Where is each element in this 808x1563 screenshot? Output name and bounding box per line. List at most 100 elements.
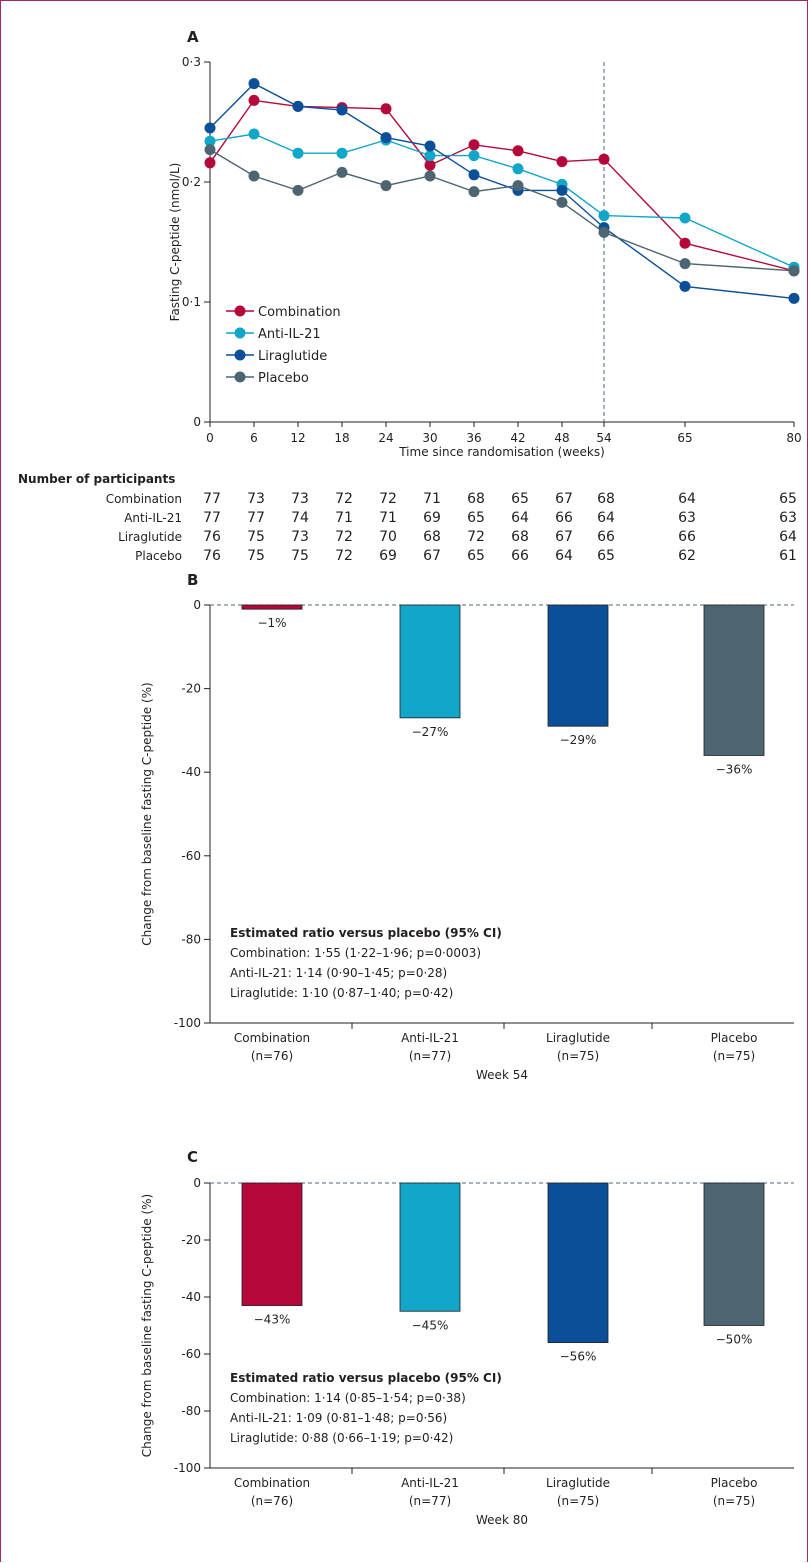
participants-cell: 75 — [291, 548, 309, 564]
bar-value-label: −1% — [257, 616, 286, 630]
y-tick-label-c: 0 — [193, 1176, 201, 1190]
participants-cell: 74 — [291, 510, 309, 526]
participants-cell: 67 — [423, 548, 441, 564]
data-point-anti-il-21 — [336, 147, 348, 159]
participants-cell: 66 — [511, 548, 529, 564]
data-point-anti-il-21 — [424, 150, 436, 162]
data-point-liraglutide — [248, 78, 260, 90]
x-axis-title-a: Time since randomisation (weeks) — [398, 445, 605, 459]
data-point-combination — [380, 103, 392, 115]
bar-value-label: −43% — [254, 1313, 291, 1327]
bar-value-label: −27% — [412, 725, 449, 739]
participants-cell: 66 — [555, 510, 573, 526]
x-tick-label-a: 80 — [786, 431, 801, 445]
y-tick-label-b: -40 — [181, 765, 201, 779]
data-point-combination — [512, 145, 524, 157]
participants-cell: 75 — [247, 548, 265, 564]
legend-marker — [234, 305, 246, 317]
participants-cell: 75 — [247, 529, 265, 545]
y-tick-label-b: -80 — [181, 932, 201, 946]
category-n-label: (n=76) — [251, 1049, 293, 1063]
category-n-label: (n=75) — [557, 1049, 599, 1063]
participants-cell: 77 — [247, 510, 265, 526]
y-tick-label-a: 0 — [193, 415, 201, 429]
y-axis-title-a: Fasting C-peptide (nmol/L) — [168, 163, 182, 322]
participants-cell: 64 — [555, 548, 573, 564]
data-point-anti-il-21 — [204, 135, 216, 147]
participants-cell: 62 — [678, 548, 696, 564]
data-point-combination — [679, 237, 691, 249]
ratio-annotation-title: Estimated ratio versus placebo (95% CI) — [230, 926, 502, 940]
y-tick-label-a: 0·2 — [182, 175, 201, 189]
data-point-placebo — [556, 196, 568, 208]
legend-marker — [234, 327, 246, 339]
category-n-label: (n=75) — [713, 1494, 755, 1508]
participants-cell: 66 — [678, 529, 696, 545]
y-axis-title-b: Change from baseline fasting C-peptide (… — [140, 682, 154, 945]
data-point-anti-il-21 — [248, 128, 260, 140]
y-tick-label-c: -20 — [181, 1233, 201, 1247]
ratio-annotation-line: Liraglutide: 0·88 (0·66–1·19; p=0·42) — [230, 1431, 453, 1445]
x-tick-label-a: 42 — [510, 431, 525, 445]
series-line-anti-il-21 — [209, 133, 795, 268]
data-point-liraglutide — [556, 184, 568, 196]
data-point-combination — [598, 153, 610, 165]
bar-placebo — [703, 604, 765, 756]
x-tick-label-a: 0 — [206, 431, 214, 445]
y-tick-label-a: 0·1 — [182, 295, 201, 309]
category-label: Anti-IL-21 — [401, 1031, 459, 1045]
participants-cell: 64 — [597, 510, 615, 526]
participants-cell: 69 — [423, 510, 441, 526]
data-point-placebo — [204, 144, 216, 156]
participants-cell: 68 — [423, 529, 441, 545]
category-n-label: (n=75) — [713, 1049, 755, 1063]
bar-value-label: −29% — [560, 733, 597, 747]
participants-cell: 72 — [335, 548, 353, 564]
participants-cell: 65 — [511, 491, 529, 507]
bar-value-label: −36% — [716, 762, 753, 776]
category-n-label: (n=77) — [409, 1049, 451, 1063]
category-label: Anti-IL-21 — [401, 1476, 459, 1490]
category-n-label: (n=77) — [409, 1494, 451, 1508]
data-point-placebo — [248, 170, 260, 182]
panel-label-b: B — [187, 571, 198, 589]
participants-row-label: Anti-IL-21 — [124, 511, 182, 525]
category-label: Combination — [234, 1476, 310, 1490]
bar-anti-il-21 — [399, 604, 461, 719]
category-label: Liraglutide — [546, 1031, 610, 1045]
data-point-placebo — [512, 180, 524, 192]
participants-cell: 72 — [467, 529, 485, 545]
data-point-liraglutide — [468, 169, 480, 181]
category-label: Combination — [234, 1031, 310, 1045]
legend-label: Combination — [258, 305, 341, 320]
participants-title: Number of participants — [18, 472, 175, 486]
participants-cell: 63 — [678, 510, 696, 526]
data-point-liraglutide — [424, 140, 436, 152]
participants-row-label: Placebo — [135, 549, 182, 563]
panel-b-chart: B 0 -20 -40 -60 -80 -100 −1% Combination (n=76) −2… — [140, 571, 794, 1082]
participants-cell: 64 — [779, 529, 797, 545]
data-point-liraglutide — [292, 100, 304, 112]
data-point-placebo — [679, 258, 691, 270]
data-point-anti-il-21 — [598, 210, 610, 222]
participants-cell: 65 — [467, 510, 485, 526]
bar-anti-il-21 — [399, 1182, 461, 1312]
participants-cell: 65 — [597, 548, 615, 564]
bar-placebo — [703, 1182, 765, 1326]
participants-cell: 67 — [555, 529, 573, 545]
y-tick-label-b: -60 — [181, 849, 201, 863]
bar-combination — [241, 604, 303, 610]
data-point-anti-il-21 — [292, 147, 304, 159]
participants-cell: 67 — [555, 491, 573, 507]
participants-cell: 71 — [379, 510, 397, 526]
participants-cell: 61 — [779, 548, 797, 564]
data-point-liraglutide — [788, 292, 800, 304]
category-label: Placebo — [711, 1476, 758, 1490]
legend-label: Placebo — [258, 371, 309, 386]
category-n-label: (n=75) — [557, 1494, 599, 1508]
ratio-annotation-line: Combination: 1·55 (1·22–1·96; p=0·0003) — [230, 946, 481, 960]
data-point-combination — [204, 157, 216, 169]
participants-cell: 77 — [203, 491, 221, 507]
ratio-annotation-title: Estimated ratio versus placebo (95% CI) — [230, 1371, 502, 1385]
series-line-placebo — [209, 148, 795, 272]
